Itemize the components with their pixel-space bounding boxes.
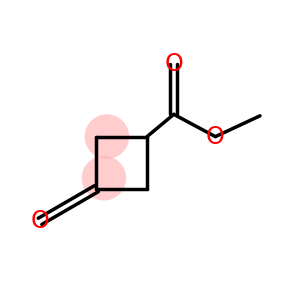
Circle shape — [85, 114, 129, 159]
Text: O: O — [206, 124, 225, 148]
Text: O: O — [164, 52, 183, 76]
Circle shape — [82, 156, 126, 200]
Text: O: O — [31, 209, 50, 233]
